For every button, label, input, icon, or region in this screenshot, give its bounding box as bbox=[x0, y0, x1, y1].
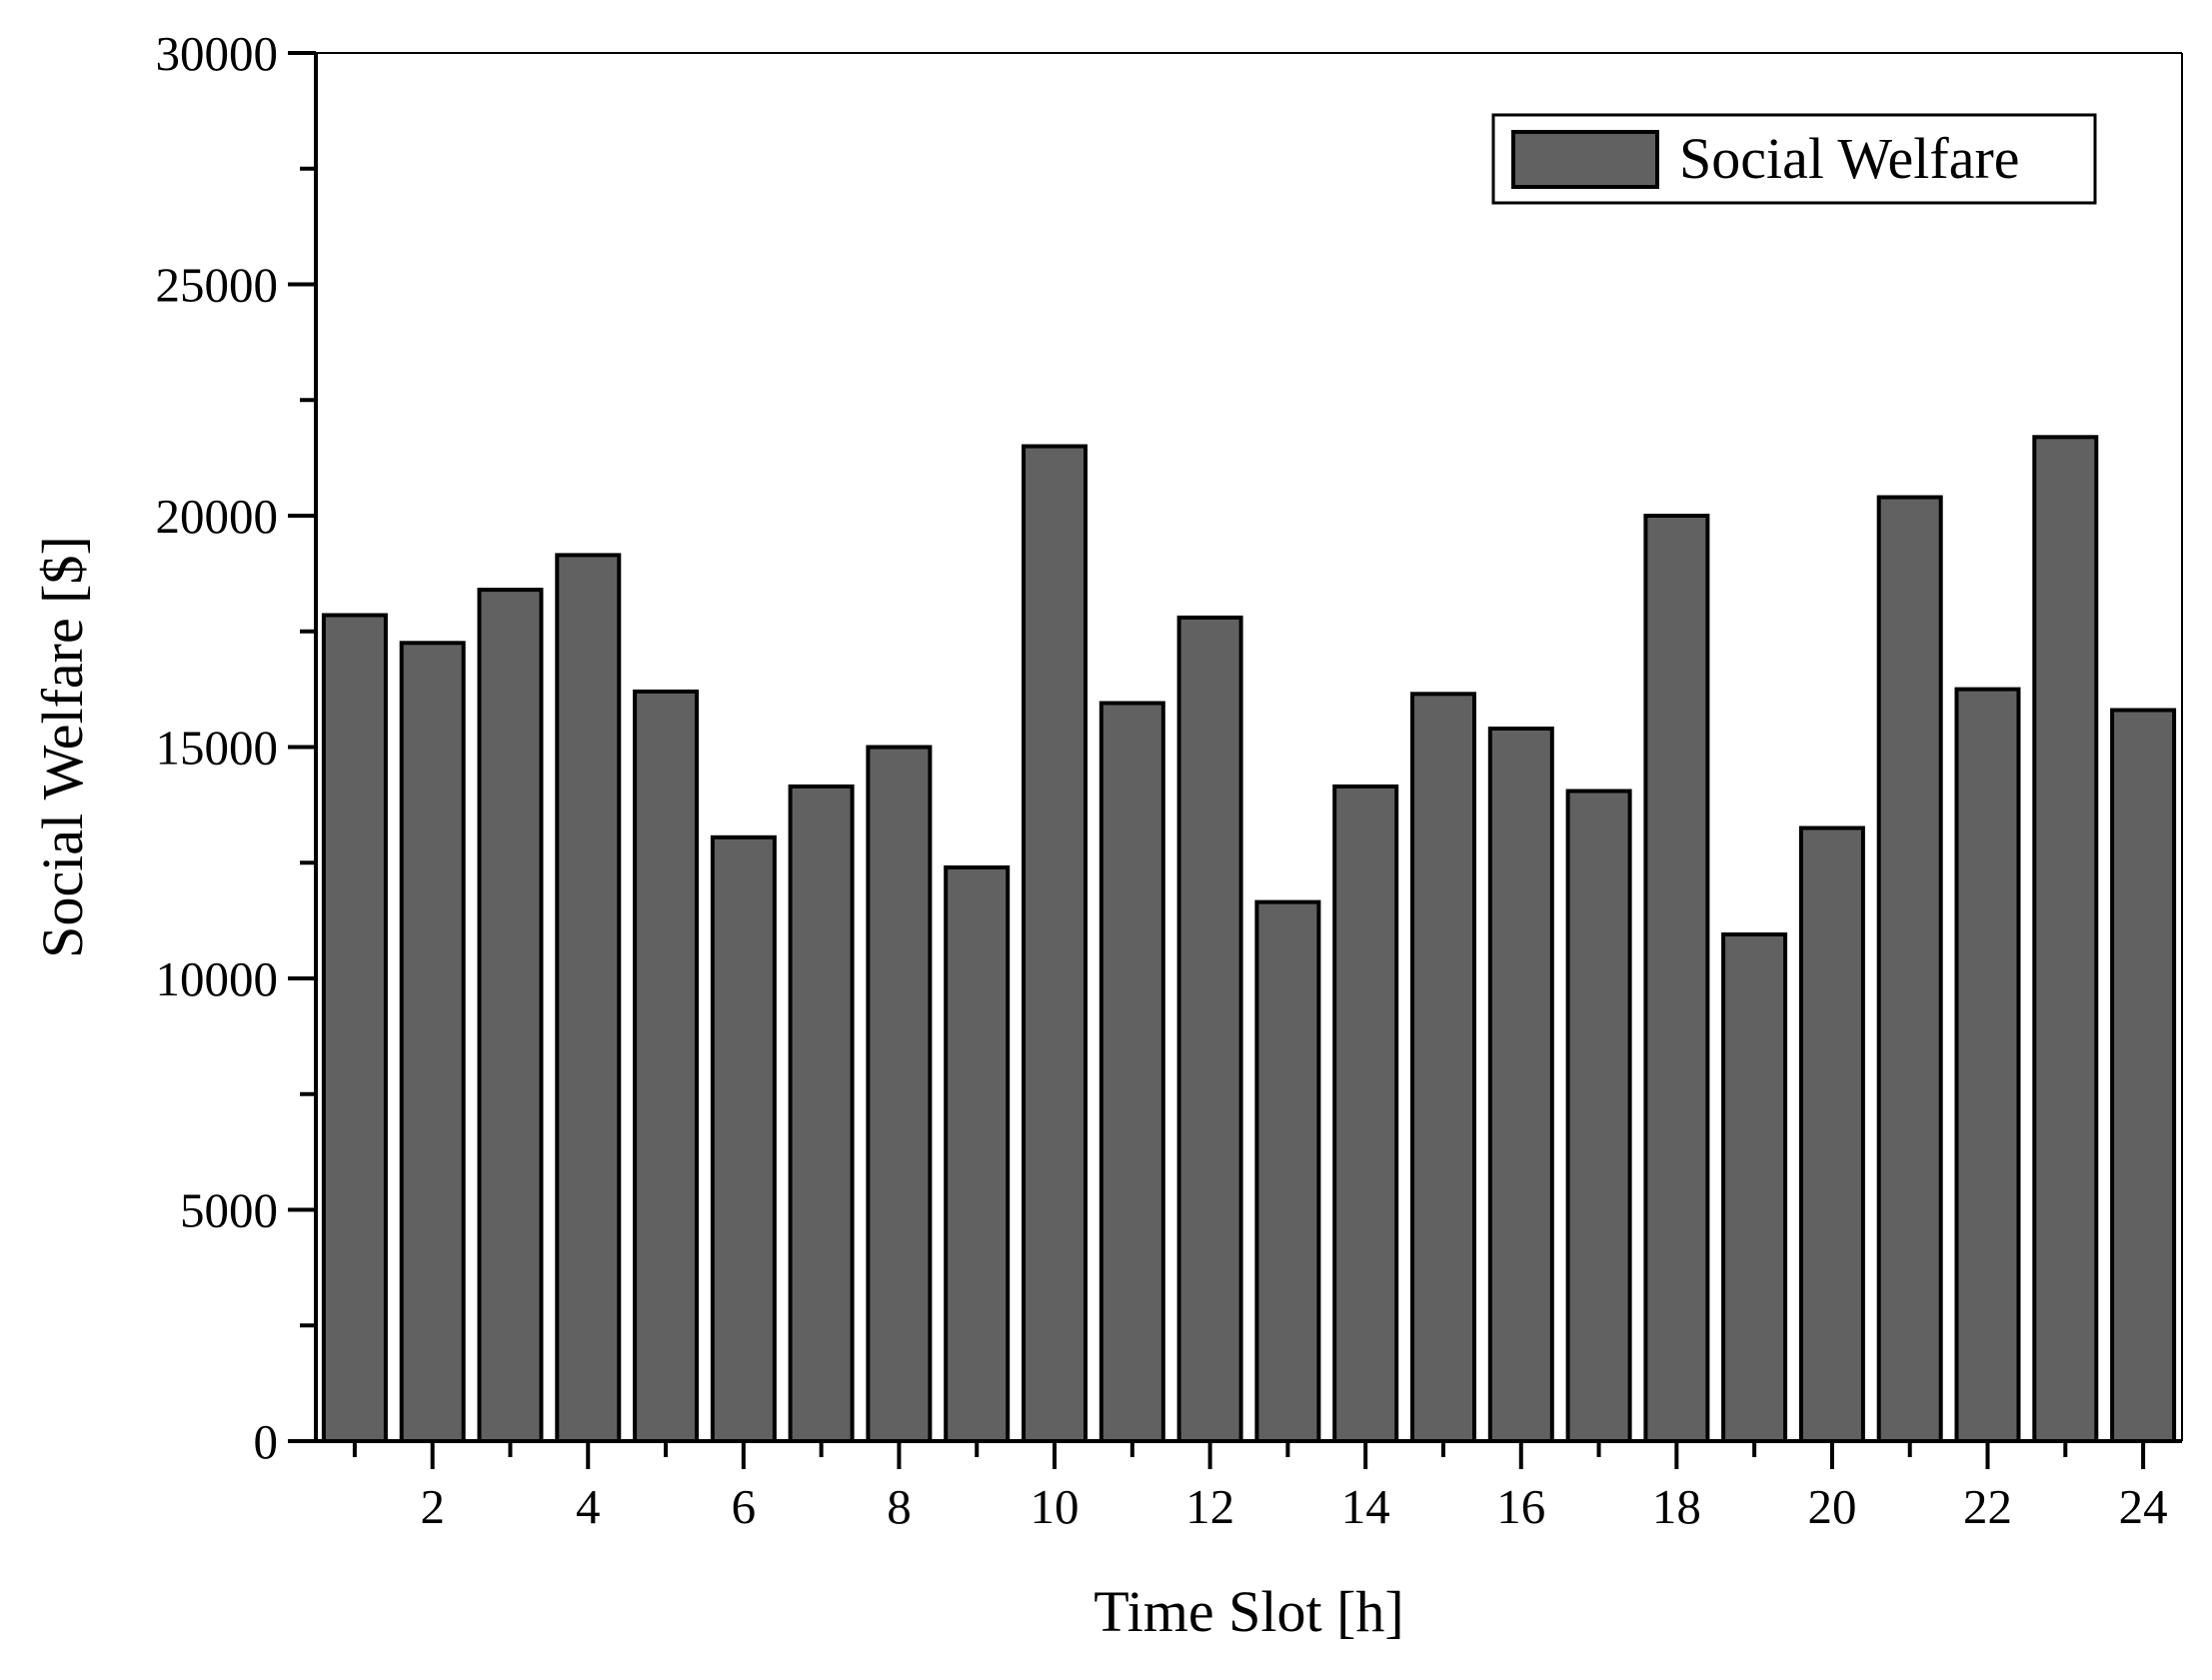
y-tick-label: 20000 bbox=[156, 489, 279, 544]
legend-swatch bbox=[1511, 130, 1659, 189]
bar-14 bbox=[1332, 784, 1399, 1443]
bar-1 bbox=[321, 613, 388, 1443]
bars-layer bbox=[321, 435, 2177, 1443]
x-tick-label: 10 bbox=[1031, 1479, 1080, 1534]
bar-12 bbox=[1176, 615, 1243, 1443]
y-tick-label: 25000 bbox=[156, 258, 279, 313]
bar-13 bbox=[1254, 899, 1321, 1443]
bar-2 bbox=[399, 641, 466, 1443]
y-tick-label: 30000 bbox=[156, 26, 279, 81]
x-tick-label: 16 bbox=[1496, 1479, 1545, 1534]
x-tick-label: 14 bbox=[1341, 1479, 1390, 1534]
x-tick-label: 8 bbox=[887, 1479, 912, 1534]
bar-9 bbox=[944, 864, 1011, 1443]
axes-layer bbox=[288, 51, 2183, 1469]
bar-4 bbox=[555, 553, 622, 1443]
bar-23 bbox=[2032, 435, 2099, 1443]
bar-22 bbox=[1954, 687, 2021, 1443]
x-axis-title: Time Slot [h] bbox=[1094, 1579, 1403, 1644]
bar-16 bbox=[1487, 727, 1554, 1443]
bar-3 bbox=[477, 588, 544, 1443]
legend: Social Welfare bbox=[1491, 113, 2097, 205]
x-tick-label: 22 bbox=[1963, 1479, 2012, 1534]
bar-21 bbox=[1876, 495, 1943, 1443]
legend-label: Social Welfare bbox=[1679, 126, 2020, 191]
bar-6 bbox=[710, 835, 777, 1443]
x-tick-label: 24 bbox=[2119, 1479, 2168, 1534]
bar-15 bbox=[1410, 692, 1476, 1443]
x-tick-label: 2 bbox=[420, 1479, 445, 1534]
bar-17 bbox=[1565, 789, 1632, 1443]
x-tick-label: 18 bbox=[1652, 1479, 1701, 1534]
bar-18 bbox=[1643, 514, 1710, 1443]
y-tick-label: 0 bbox=[254, 1414, 279, 1469]
y-tick-label: 15000 bbox=[156, 721, 279, 776]
bar-7 bbox=[788, 784, 855, 1443]
bar-10 bbox=[1022, 444, 1088, 1443]
y-tick-label: 5000 bbox=[180, 1183, 278, 1238]
y-axis-title: Social Welfare [$] bbox=[30, 536, 95, 958]
bar-8 bbox=[866, 745, 933, 1443]
x-tick-label: 4 bbox=[576, 1479, 601, 1534]
x-tick-label: 12 bbox=[1185, 1479, 1234, 1534]
bar-11 bbox=[1099, 701, 1165, 1443]
bar-24 bbox=[2110, 708, 2177, 1443]
bar-19 bbox=[1721, 932, 1788, 1443]
x-tick-label: 20 bbox=[1807, 1479, 1856, 1534]
bar-5 bbox=[633, 689, 700, 1443]
y-tick-label: 10000 bbox=[156, 951, 279, 1006]
x-tick-label: 6 bbox=[732, 1479, 757, 1534]
bar-20 bbox=[1798, 826, 1865, 1443]
